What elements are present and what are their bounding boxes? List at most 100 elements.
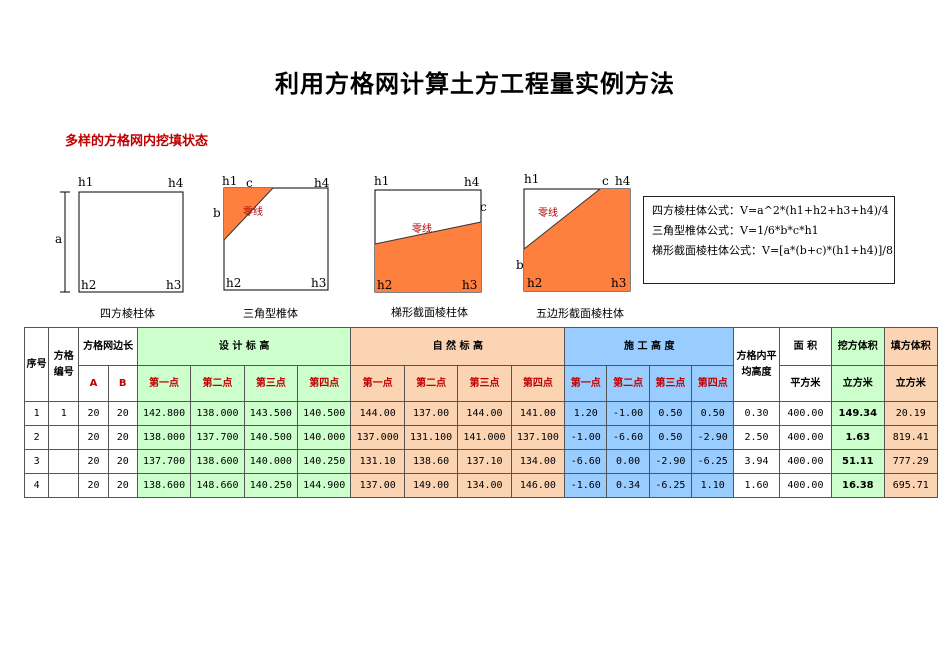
- header-cut: 挖方体积: [831, 327, 885, 366]
- cell-design-p4: 144.900: [297, 473, 352, 498]
- cell-avg: 0.30: [733, 401, 780, 426]
- cell-construct-p3: -6.25: [648, 473, 693, 498]
- header-construct-p1: 第一点: [564, 365, 608, 402]
- cell-fill: 695.71: [883, 473, 938, 498]
- corner-h1: h1: [222, 174, 238, 188]
- caption-triangular-pyramid: 三角型椎体: [243, 307, 298, 320]
- cell-cut: 1.63: [831, 425, 885, 450]
- cell-construct-p2: 0.00: [606, 449, 650, 474]
- corner-h4: h4: [314, 176, 330, 190]
- cell-natural-p4: 134.00: [510, 449, 566, 474]
- section-subtitle: 多样的方格网内挖填状态: [65, 134, 209, 149]
- corner-h3: h3: [311, 276, 327, 290]
- cell-design-p4: 140.500: [297, 401, 352, 426]
- cell-avg: 2.50: [733, 425, 780, 450]
- cell-design-p3: 143.500: [243, 401, 299, 426]
- header-design-p2: 第二点: [190, 365, 245, 402]
- cell-design-p2: 138.000: [190, 401, 245, 426]
- cell-side-b: 20: [107, 425, 138, 450]
- cell-natural-p3: 144.00: [457, 401, 512, 426]
- corner-h1: h1: [374, 174, 390, 188]
- cell-construct-p2: 0.34: [606, 473, 650, 498]
- pentagon-prism-figure: [523, 188, 631, 292]
- formula-square-prism: 四方棱柱体公式：V=a^2*(h1+h2+h3+h4)/4: [652, 204, 889, 217]
- cell-area: 400.00: [778, 425, 833, 450]
- cell-fill: 777.29: [883, 449, 938, 474]
- cell-design-p3: 140.500: [243, 425, 299, 450]
- diagram-pentagon-prism: h1 c h4 零线 b h2 h3 五边形截面棱柱体: [512, 172, 652, 322]
- header-fill: 填方体积: [883, 327, 938, 366]
- cell-natural-p1: 144.00: [350, 401, 405, 426]
- cell-seq: 2: [23, 425, 50, 450]
- cell-side-b: 20: [107, 401, 138, 426]
- cell-design-p4: 140.000: [297, 425, 352, 450]
- cell-cut: 149.34: [831, 401, 885, 426]
- header-natural-p1: 第一点: [350, 365, 405, 402]
- header-design-p1: 第一点: [136, 365, 192, 402]
- header-natural-p4: 第四点: [510, 365, 566, 402]
- header-design-p4: 第四点: [297, 365, 352, 402]
- square-prism-figure: [60, 191, 184, 293]
- caption-trapezoid-prism: 梯形截面棱柱体: [391, 306, 468, 319]
- header-area: 面 积: [778, 327, 833, 366]
- diagram-triangular-pyramid: h1 c h4 b 零线 h2 h3 三角型椎体: [205, 172, 345, 322]
- cell-construct-p4: -2.90: [691, 425, 735, 450]
- corner-h2: h2: [377, 278, 393, 292]
- formula-trapezoid-prism: 梯形截面棱柱体公式：V=[a*(b+c)*(h1+h4)]/8: [652, 244, 893, 257]
- formula-triangular-pyramid: 三角型椎体公式：V=1/6*b*c*h1: [652, 224, 819, 237]
- header-natural-p3: 第三点: [457, 365, 512, 402]
- corner-h2: h2: [527, 276, 543, 290]
- corner-h4: h4: [168, 176, 184, 190]
- label-c: c: [480, 200, 487, 214]
- cell-side-b: 20: [107, 449, 138, 474]
- corner-h4: h4: [615, 174, 631, 188]
- header-construct-p3: 第三点: [648, 365, 693, 402]
- caption-square-prism: 四方棱柱体: [100, 307, 155, 320]
- page-title: 利用方格网计算土方工程量实例方法: [275, 70, 675, 98]
- label-b: b: [516, 258, 524, 272]
- header-area-unit: 平方米: [778, 365, 833, 402]
- cell-design-p2: 138.600: [190, 449, 245, 474]
- header-seq: 序号: [23, 327, 50, 402]
- cell-grid-no: [48, 425, 80, 450]
- cell-area: 400.00: [778, 401, 833, 426]
- corner-h3: h3: [462, 278, 478, 292]
- cell-design-p4: 140.250: [297, 449, 352, 474]
- cell-side-b: 20: [107, 473, 138, 498]
- header-natural-p2: 第二点: [403, 365, 459, 402]
- label-b: b: [213, 206, 221, 220]
- header-construct-p2: 第二点: [606, 365, 650, 402]
- cell-grid-no: [48, 473, 80, 498]
- header-side-b: B: [107, 365, 138, 402]
- cell-natural-p1: 137.000: [350, 425, 405, 450]
- cell-grid-no: [48, 449, 80, 474]
- earthwork-table: 序号 方格编号 方格网边长 设 计 标 高 自 然 标 高 施 工 高 度 方格…: [23, 327, 938, 498]
- cell-natural-p3: 141.000: [457, 425, 512, 450]
- corner-h3: h3: [611, 276, 627, 290]
- corner-h1: h1: [524, 172, 540, 186]
- cell-design-p1: 142.800: [136, 401, 192, 426]
- cell-construct-p2: -6.60: [606, 425, 650, 450]
- cell-avg: 3.94: [733, 449, 780, 474]
- cell-construct-p4: 1.10: [691, 473, 735, 498]
- cell-natural-p1: 131.10: [350, 449, 405, 474]
- cell-natural-p2: 137.00: [403, 401, 459, 426]
- cell-construct-p3: 0.50: [648, 425, 693, 450]
- cell-construct-p1: -1.60: [564, 473, 608, 498]
- cell-design-p1: 138.000: [136, 425, 192, 450]
- cell-construct-p3: -2.90: [648, 449, 693, 474]
- cell-construct-p1: -6.60: [564, 449, 608, 474]
- cell-side-a: 20: [78, 401, 109, 426]
- table-row: 1 1 20 20 142.800 138.000 143.500 140.500 144.00…: [23, 401, 938, 426]
- header-avg: 方格内平均高度: [733, 327, 780, 402]
- label-c: c: [246, 176, 253, 190]
- zero-line-label: 零线: [412, 224, 432, 235]
- cell-side-a: 20: [78, 425, 109, 450]
- header-construct-p4: 第四点: [691, 365, 735, 402]
- formula-box: 四方棱柱体公式：V=a^2*(h1+h2+h3+h4)/4 三角型椎体公式：V=…: [643, 196, 895, 284]
- header-grid-no: 方格编号: [48, 327, 80, 402]
- cell-construct-p3: 0.50: [648, 401, 693, 426]
- cell-natural-p3: 134.00: [457, 473, 512, 498]
- corner-h3: h3: [166, 278, 182, 292]
- header-side: 方格网边长: [78, 327, 138, 366]
